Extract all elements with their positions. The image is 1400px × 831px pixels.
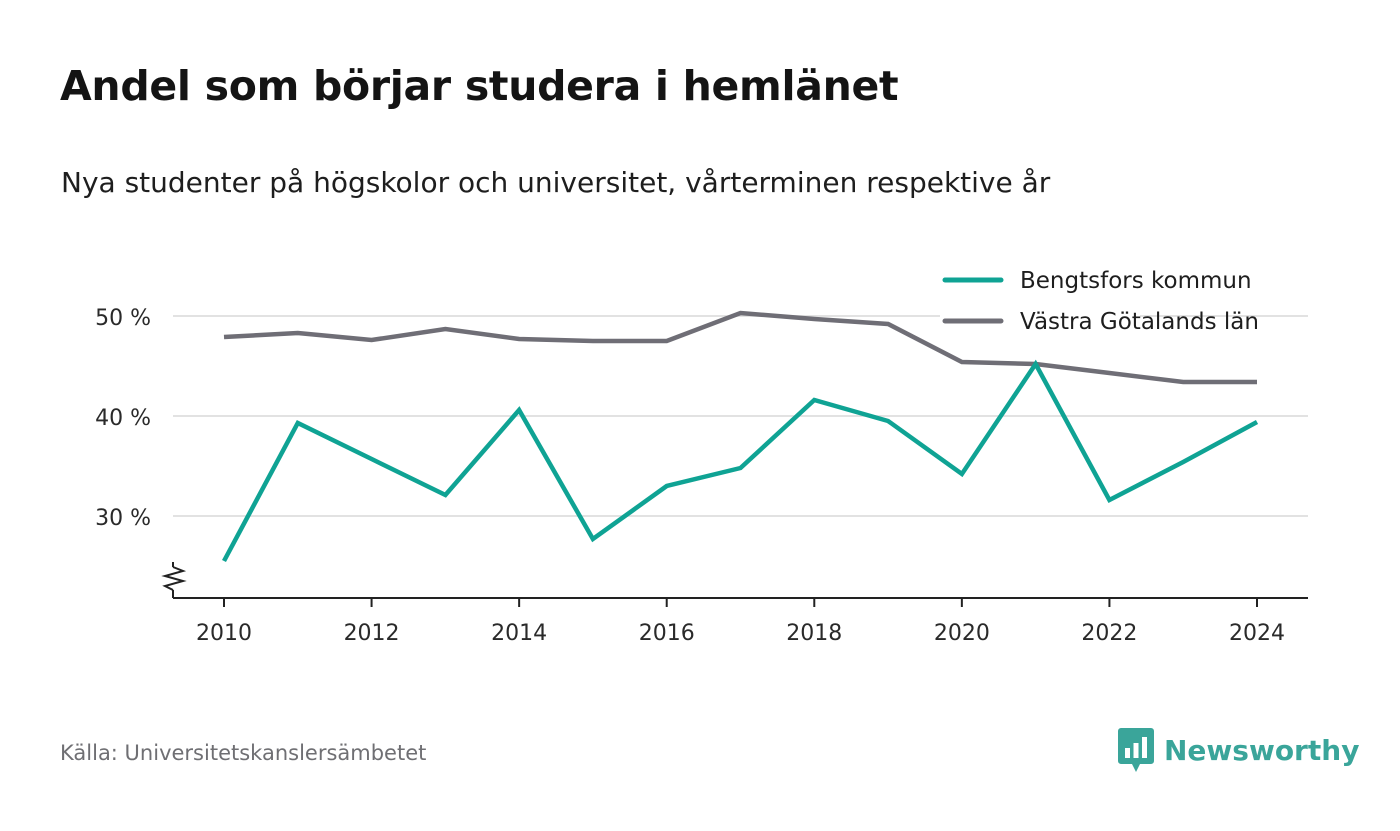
series-line-vastra-gotaland [223, 310, 1257, 385]
series-line-bengtsfors [222, 359, 1259, 563]
x-tick-label: 2014 [491, 621, 547, 646]
x-tick-label: 2024 [1229, 621, 1285, 646]
x-tick-label: 2018 [786, 621, 842, 646]
y-axis-break-icon [161, 566, 187, 591]
source-note: Källa: Universitetskanslersämbetet [60, 741, 427, 765]
x-tick-label: 2010 [196, 621, 252, 646]
axes: 30 % 40 % 50 % 2010 2012 2014 2016 2018 2020 2022… [95, 306, 1308, 646]
x-tick-label: 2012 [344, 621, 400, 646]
bar-chart-logo-icon [1118, 728, 1154, 772]
line-chart: 30 % 40 % 50 % 2010 2012 2014 2016 2018 2020 2022… [95, 266, 1308, 646]
legend-label: Västra Götalands län [1020, 309, 1259, 335]
y-tick-label: 30 % [95, 506, 151, 531]
x-tick-label: 2020 [934, 621, 990, 646]
y-tick-label: 40 % [95, 406, 151, 431]
x-tick-label: 2016 [639, 621, 695, 646]
chart-title: Andel som börjar studera i hemlänet [60, 62, 899, 110]
legend-label: Bengtsfors kommun [1020, 268, 1252, 294]
y-tick-label: 50 % [95, 306, 151, 331]
chart-subtitle: Nya studenter på högskolor och universit… [61, 166, 1051, 199]
series-lines [222, 310, 1259, 563]
x-tick-label: 2022 [1081, 621, 1137, 646]
brand-logo: Newsworthy [1118, 727, 1359, 773]
legend: Bengtsfors kommun Västra Götalands län [940, 266, 1259, 335]
brand-name: Newsworthy [1164, 733, 1360, 767]
